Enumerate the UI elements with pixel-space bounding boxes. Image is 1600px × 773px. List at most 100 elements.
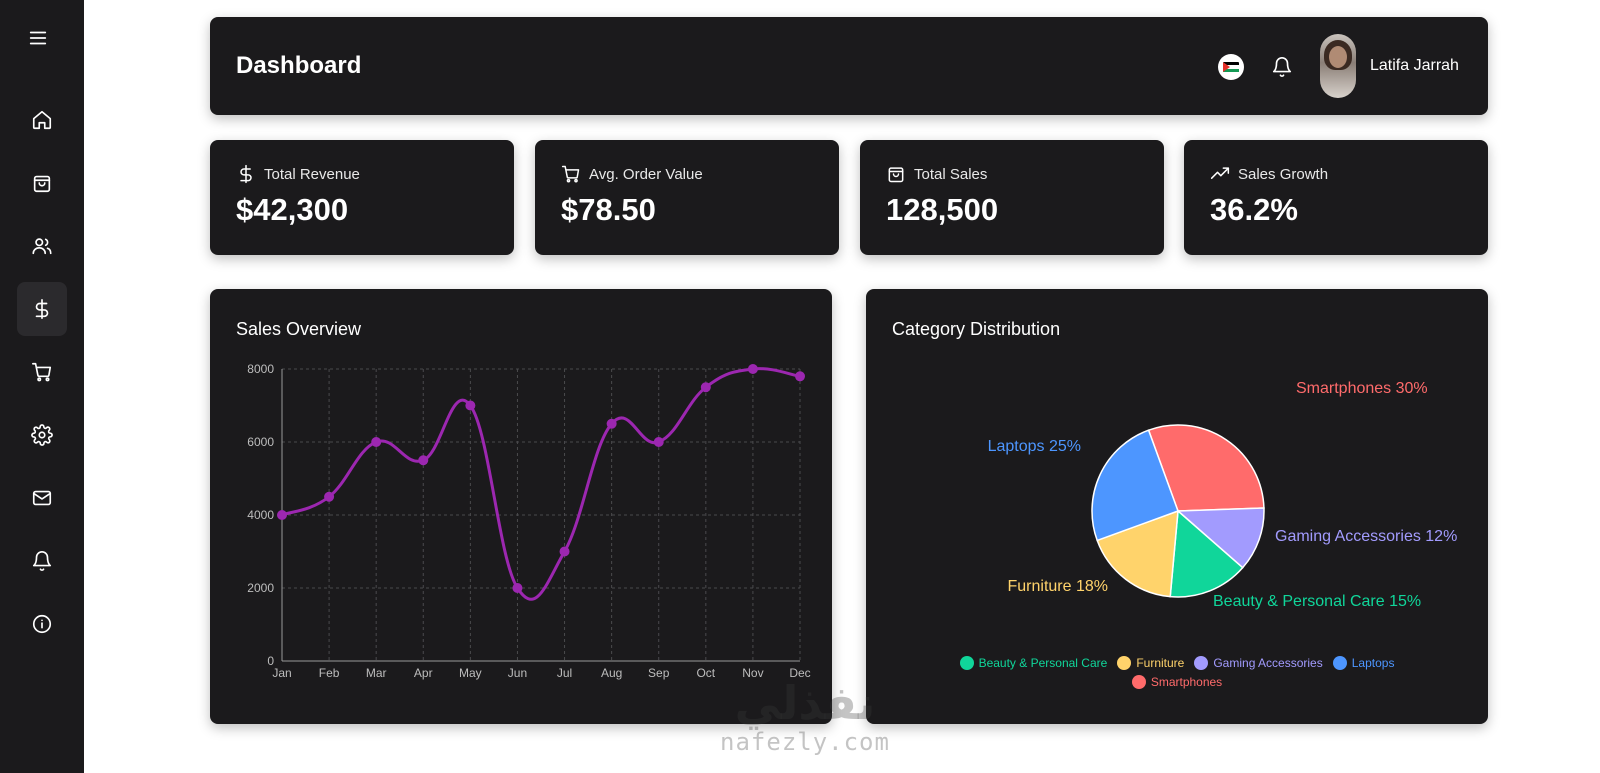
stat-label: Total Sales (914, 165, 988, 183)
data-point[interactable] (465, 400, 476, 411)
sidebar-item-info[interactable] (17, 597, 67, 651)
stat-label: Sales Growth (1238, 165, 1329, 183)
x-tick-label: Aug (601, 666, 622, 680)
sidebar-item-products[interactable] (17, 156, 67, 210)
data-point[interactable] (653, 437, 664, 447)
avatar[interactable] (1320, 34, 1356, 98)
chart-title: Sales Overview (236, 319, 362, 339)
y-tick-label: 6000 (247, 435, 274, 449)
y-tick-label: 4000 (247, 508, 274, 522)
pie-slice[interactable] (1096, 509, 1179, 598)
data-point[interactable] (606, 418, 617, 429)
shopping-bag-icon (888, 167, 904, 183)
data-point[interactable] (700, 382, 711, 393)
slice-label: Smartphones 30% (1296, 380, 1428, 397)
x-tick-label: Oct (696, 666, 715, 680)
series-line (281, 367, 801, 601)
x-tick-label: May (459, 666, 482, 680)
legend-label: Laptops (1351, 656, 1395, 670)
cart-icon (32, 362, 52, 382)
legend-label: Furniture (1136, 656, 1185, 670)
info-icon (32, 614, 52, 634)
top-header: Dashboard Latifa Jarrah (210, 17, 1488, 115)
users-icon (32, 238, 52, 255)
y-tick-label: 0 (267, 654, 274, 668)
data-point[interactable] (795, 371, 805, 382)
stat-value: 128,500 (886, 192, 999, 227)
sidebar-item-settings[interactable] (17, 408, 67, 462)
data-point[interactable] (324, 491, 335, 502)
legend-label: Gaming Accessories (1213, 656, 1323, 670)
sidebar-item-notifications[interactable] (17, 534, 67, 588)
sales-line-chart: 0 2000 4000 6000 8000 Jan Feb Mar Apr May Jun Jul Au… (247, 362, 810, 680)
legend-item[interactable]: Furniture (1117, 656, 1184, 670)
stat-card-total-sales: Total Sales 128,500 (860, 140, 1164, 255)
watermark-arabic: نفذلي (734, 676, 876, 730)
slice-label: Gaming Accessories 12% (1275, 528, 1457, 545)
stat-value: $78.50 (561, 192, 656, 227)
bell-icon (1272, 57, 1292, 78)
stat-label: Avg. Order Value (589, 165, 703, 183)
legend-item[interactable]: Gaming Accessories (1194, 656, 1323, 670)
pie-slice[interactable] (1169, 509, 1244, 598)
legend-item[interactable]: Smartphones (1131, 675, 1222, 689)
sales-overview-card: Sales Overview 0 2000 4000 6000 8000 Jan Feb Ma… (210, 289, 832, 724)
category-distribution-card: Category Distribution Smartphones 30% Gam… (866, 289, 1488, 724)
stat-card-avg-order-value: Avg. Order Value $78.50 (535, 140, 839, 255)
settings-icon (31, 424, 53, 446)
notifications-button[interactable] (1268, 53, 1296, 81)
user-name[interactable]: Latifa Jarrah (1370, 57, 1459, 74)
pie-slice[interactable] (1091, 429, 1179, 542)
chart-title: Category Distribution (892, 319, 1061, 339)
x-tick-label: Jan (272, 666, 291, 680)
legend-item[interactable]: Beauty & Personal Care (959, 656, 1108, 670)
data-point[interactable] (371, 437, 382, 447)
x-tick-label: Mar (366, 666, 387, 680)
cart-icon (561, 165, 580, 183)
language-flag-button[interactable] (1218, 54, 1244, 80)
y-tick-label: 8000 (247, 362, 274, 376)
dollar-icon (240, 164, 252, 184)
x-tick-label: Apr (414, 666, 433, 680)
sidebar-item-users[interactable] (17, 219, 67, 273)
slice-label: Furniture 18% (1008, 578, 1109, 595)
legend-swatch (959, 656, 974, 670)
category-pie-chart: Smartphones 30% Gaming Accessories 12% Bea… (988, 380, 1458, 610)
shopping-bag-icon (33, 175, 51, 193)
x-tick-label: Jul (557, 666, 572, 680)
y-tick-label: 2000 (247, 581, 274, 595)
x-tick-label: Sep (648, 666, 670, 680)
x-tick-label: Feb (319, 666, 340, 680)
data-point[interactable] (559, 546, 570, 557)
data-point[interactable] (277, 510, 287, 520)
pie-slice[interactable] (1147, 424, 1265, 512)
x-tick-label: Dec (789, 666, 810, 680)
stat-value: 36.2% (1210, 192, 1298, 227)
legend-swatch (1117, 656, 1132, 670)
sidebar (0, 0, 84, 773)
x-tick-label: Jun (508, 666, 527, 680)
menu-toggle-button[interactable] (24, 24, 52, 52)
page-title: Dashboard (236, 52, 362, 79)
legend-swatch (1194, 656, 1209, 670)
sidebar-item-sales[interactable] (17, 282, 67, 336)
data-point[interactable] (747, 364, 758, 374)
sidebar-item-home[interactable] (17, 93, 67, 147)
pie-slice[interactable] (1176, 507, 1265, 569)
stat-card-sales-growth: Sales Growth 36.2% (1184, 140, 1488, 255)
legend-item[interactable]: Laptops (1332, 656, 1395, 670)
x-tick-label: Nov (742, 666, 763, 680)
sidebar-item-messages[interactable] (17, 471, 67, 525)
hamburger-menu-icon (29, 31, 47, 45)
mail-icon (32, 490, 52, 506)
stat-card-total-revenue: Total Revenue $42,300 (210, 140, 514, 255)
watermark: نفذلي nafezly.com (700, 680, 910, 756)
data-point[interactable] (418, 455, 429, 466)
sidebar-item-orders[interactable] (17, 345, 67, 399)
slice-label: Beauty & Personal Care 15% (1213, 593, 1421, 610)
bell-icon (32, 551, 52, 572)
legend-label: Beauty & Personal Care (978, 656, 1108, 670)
slice-label: Laptops 25% (988, 438, 1081, 455)
data-point[interactable] (512, 583, 523, 593)
palestine-flag-icon (1223, 61, 1239, 73)
